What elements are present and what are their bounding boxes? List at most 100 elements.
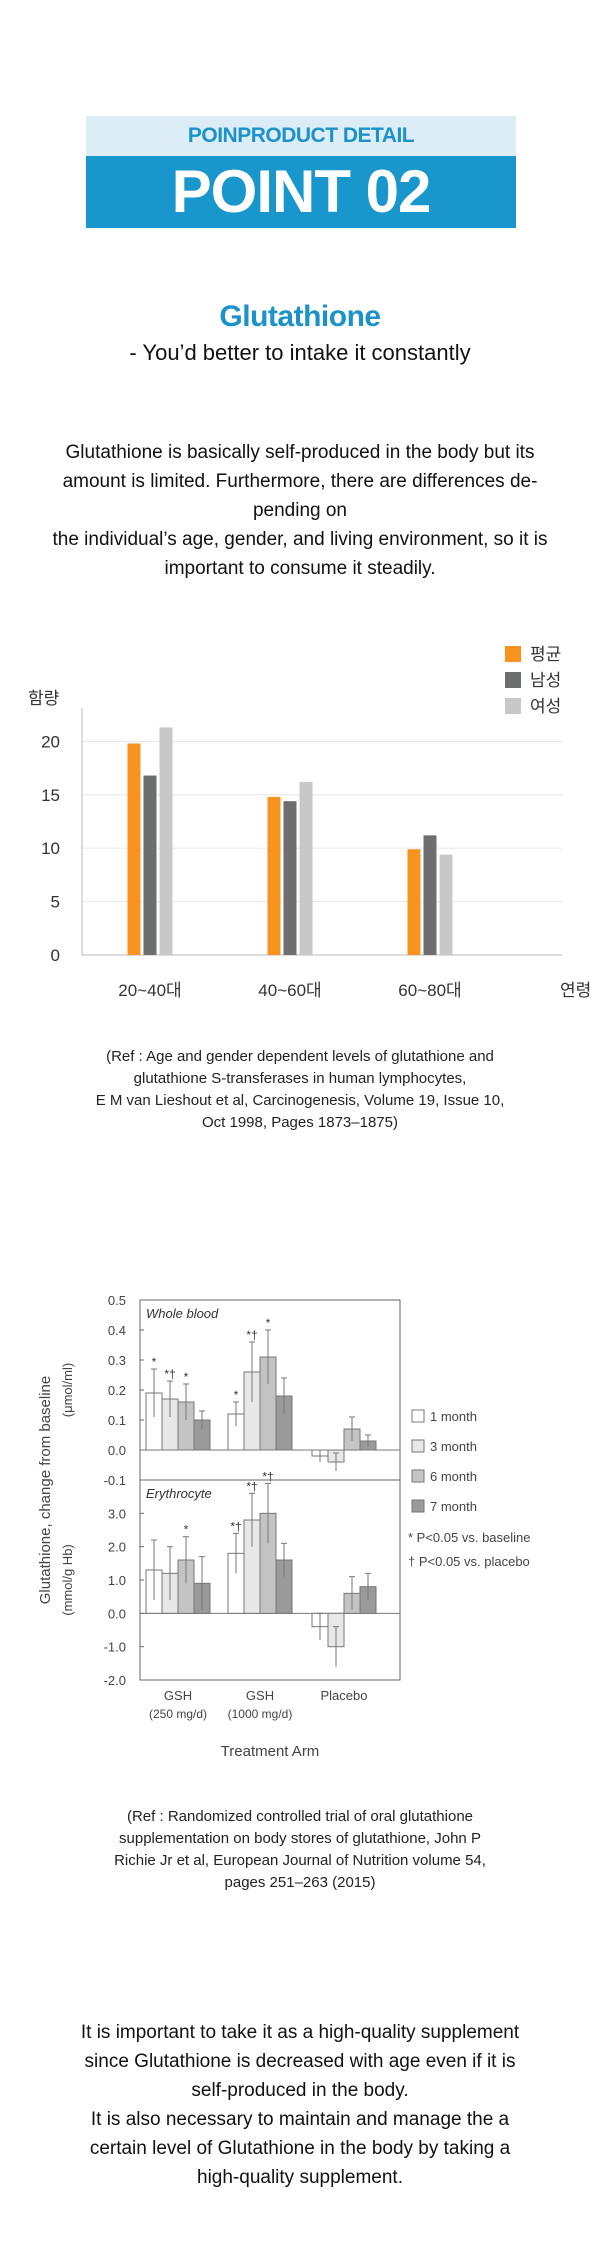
y-tick-label: -1.0 (104, 1640, 126, 1655)
reference-line: Oct 1998, Pages 1873–1875) (202, 1114, 398, 1131)
y-tick-label: 0.3 (108, 1353, 126, 1368)
reference-line: glutathione S-transferases in human lymp… (133, 1070, 467, 1087)
paragraph-line: pending on (252, 500, 348, 521)
paragraph-line: high-quality supplement. (197, 2167, 403, 2188)
section-subtitle: - You’d better to intake it constantly (129, 340, 471, 365)
panel-unit: (mmol/g Hb) (60, 1544, 75, 1616)
significance-mark: *† (164, 1367, 175, 1381)
bar (143, 775, 157, 955)
legend-label: 7 month (430, 1499, 477, 1514)
reference-line: Richie Jr et al, European Journal of Nut… (114, 1852, 486, 1869)
y-tick-label: 1.0 (108, 1573, 126, 1588)
legend-swatch (411, 1439, 425, 1453)
supplementation-trial-chart: 0.5 0.4 0.3 0.2 0.1 0.0 -0.1 Whole blood (μmol/m… (37, 1293, 531, 1760)
significance-mark: * (152, 1355, 157, 1369)
y-tick-label: 0.1 (108, 1413, 126, 1428)
paragraph-line: the individual’s age, gender, and living… (52, 529, 548, 550)
y-tick-label: 20 (41, 732, 60, 751)
paragraph-line: Glutathione is basically self-produced i… (65, 442, 535, 463)
reference-1: (Ref : Age and gender dependent levels o… (60, 1046, 540, 1134)
x-tick-label: Placebo (321, 1688, 368, 1703)
legend-swatch (411, 1499, 425, 1513)
y-tick-label: 15 (41, 786, 60, 805)
y-tick-label: 0 (51, 946, 60, 965)
reference-line: supplementation on body stores of glutat… (119, 1830, 481, 1847)
bar (423, 835, 437, 955)
legend-swatch (505, 698, 521, 714)
significance-mark: * (184, 1523, 189, 1537)
legend-label: 여성 (530, 697, 561, 716)
legend-label: 3 month (430, 1439, 477, 1454)
x-tick-label: 40~60대 (258, 981, 321, 1000)
reference-line: (Ref : Randomized controlled trial of or… (126, 1808, 474, 1825)
legend-swatch (505, 646, 521, 662)
intro-paragraph: Glutathione is basically self-produced i… (40, 438, 560, 583)
significance-mark: *† (246, 1328, 257, 1342)
x-tick-label: GSH (164, 1688, 192, 1703)
paragraph-line: It is important to take it as a high-qua… (80, 2022, 520, 2043)
significance-note: † P<0.05 vs. placebo (408, 1554, 530, 1569)
bar (127, 743, 141, 955)
paragraph-line: It is also necessary to maintain and man… (90, 2109, 510, 2130)
y-tick-label: 0.4 (108, 1323, 126, 1338)
paragraph-line: self-produced in the body. (191, 2080, 409, 2101)
legend-swatch (411, 1469, 425, 1483)
reference-2: (Ref : Randomized controlled trial of or… (60, 1806, 540, 1894)
y-axis-label: 함량 (28, 689, 60, 708)
x-tick-label: GSH (246, 1688, 274, 1703)
y-tick-label: 0.2 (108, 1383, 126, 1398)
bar (283, 801, 297, 955)
legend-swatch (411, 1409, 425, 1423)
significance-mark: * (266, 1316, 271, 1330)
bar (439, 854, 453, 955)
x-axis-label: 연령 (560, 981, 591, 1000)
paragraph-line: amount is limited. Furthermore, there ar… (62, 471, 538, 492)
closing-paragraph: It is important to take it as a high-qua… (40, 2018, 560, 2192)
legend-label: 6 month (430, 1469, 477, 1484)
y-tick-label: -2.0 (104, 1673, 126, 1688)
significance-mark: * (234, 1388, 239, 1402)
legend-label: 평균 (530, 645, 561, 664)
x-tick-label: 60~80대 (398, 981, 461, 1000)
bar (267, 796, 281, 955)
y-tick-label: 10 (41, 839, 60, 858)
header-eyebrow: POINPRODUCT DETAIL (86, 116, 516, 156)
y-tick-label: 2.0 (108, 1540, 126, 1555)
bar (159, 727, 173, 955)
y-tick-label: 0.0 (108, 1606, 126, 1621)
x-tick-label: 20~40대 (118, 981, 181, 1000)
reference-line: (Ref : Age and gender dependent levels o… (106, 1048, 494, 1065)
plot-frame (139, 1299, 401, 1681)
y-tick-label: 3.0 (108, 1506, 126, 1521)
legend-label: 남성 (530, 671, 561, 690)
point-header: POINPRODUCT DETAIL POINT 02 (86, 116, 516, 228)
significance-mark: * (184, 1370, 189, 1384)
paragraph-line: certain level of Glutathione in the body… (89, 2138, 511, 2159)
x-axis-label: Treatment Arm (221, 1743, 320, 1760)
panel-title: Erythrocyte (146, 1486, 212, 1501)
paragraph-line: since Glutathione is decreased with age … (84, 2051, 516, 2072)
y-axis-label: Glutathione, change from baseline (37, 1376, 54, 1604)
section-title: Glutathione (219, 300, 381, 333)
y-tick-label: 0.5 (108, 1293, 126, 1308)
legend-label: 1 month (430, 1409, 477, 1424)
y-tick-label: 5 (51, 893, 60, 912)
x-tick-sublabel: (250 mg/d) (149, 1707, 207, 1721)
significance-mark: *† (262, 1469, 273, 1483)
paragraph-line: important to consume it steadily. (164, 558, 436, 579)
significance-mark: *† (230, 1519, 241, 1533)
reference-line: E M van Lieshout et al, Carcinogenesis, … (95, 1092, 505, 1109)
panel-title: Whole blood (146, 1306, 219, 1321)
x-tick-sublabel: (1000 mg/d) (228, 1707, 293, 1721)
panel-unit: (μmol/ml) (60, 1363, 75, 1417)
significance-mark: *† (246, 1479, 257, 1493)
y-tick-label: 0.0 (108, 1443, 126, 1458)
bar (299, 781, 313, 955)
significance-note: * P<0.05 vs. baseline (408, 1530, 531, 1545)
bar (407, 849, 421, 955)
reference-line: pages 251–263 (2015) (224, 1874, 376, 1891)
legend-swatch (505, 672, 521, 688)
header-headline: POINT 02 (86, 156, 516, 228)
y-tick-label: -0.1 (104, 1473, 126, 1488)
